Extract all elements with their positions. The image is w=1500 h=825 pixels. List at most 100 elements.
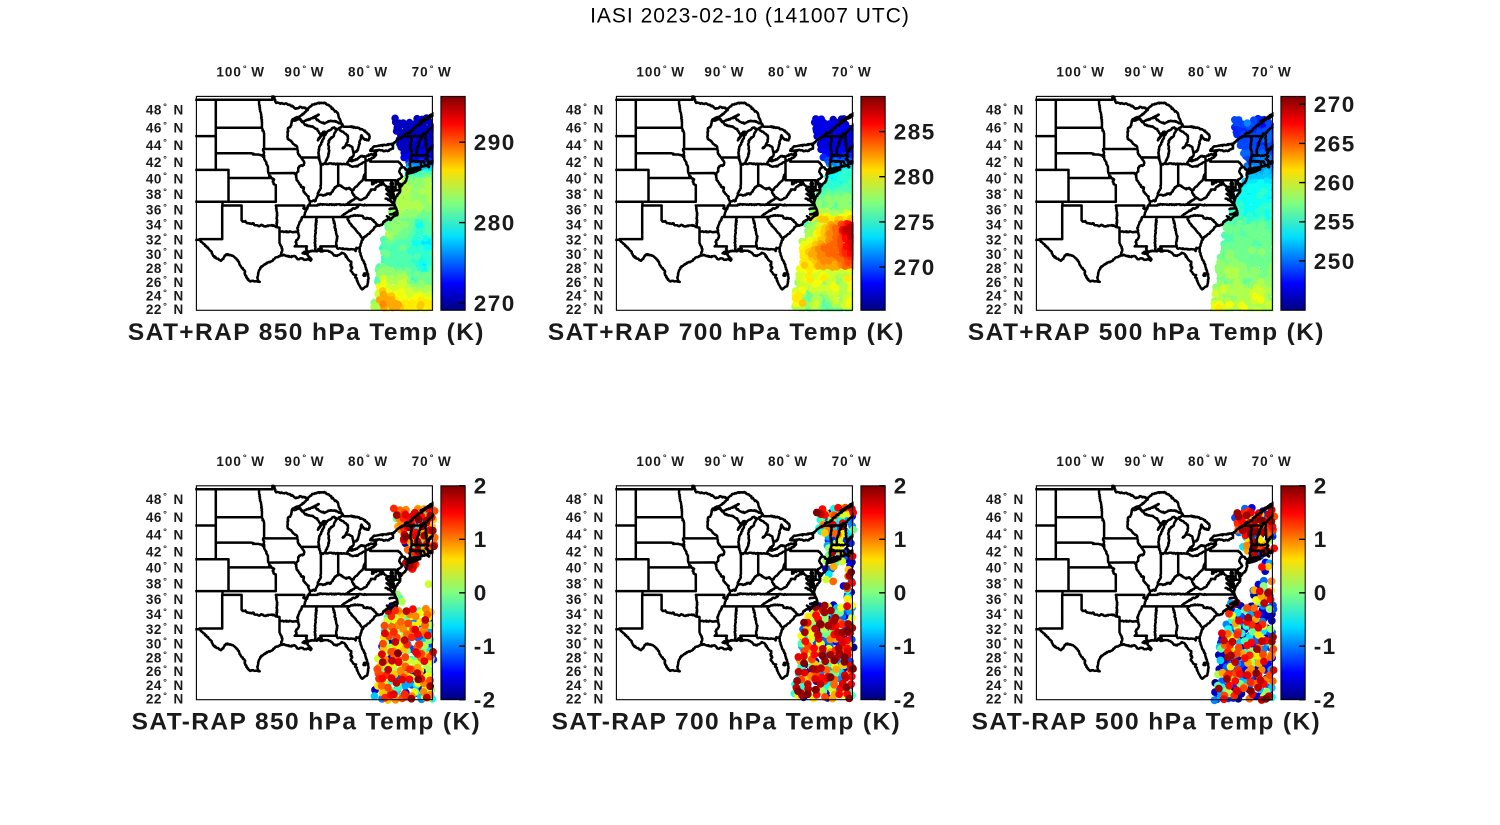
svg-text:36°N: 36° N	[146, 591, 184, 607]
svg-text:32°N: 32° N	[986, 232, 1024, 248]
svg-text:30°N: 30° N	[986, 246, 1024, 262]
svg-text:70°W: 70° W	[1252, 63, 1292, 79]
svg-text:34°N: 34° N	[986, 217, 1024, 233]
svg-text:42°N: 42° N	[146, 154, 184, 170]
svg-text:70°W: 70° W	[412, 63, 452, 79]
svg-text:36°N: 36° N	[566, 591, 604, 607]
svg-text:46°N: 46° N	[566, 120, 604, 136]
svg-text:46°N: 46° N	[146, 120, 184, 136]
svg-text:22°N: 22° N	[146, 691, 184, 707]
svg-text:22°N: 22° N	[986, 301, 1024, 317]
svg-text:70°W: 70° W	[1252, 453, 1292, 469]
svg-text:34°N: 34° N	[146, 606, 184, 622]
svg-text:260: 260	[1314, 171, 1356, 196]
svg-text:80°W: 80° W	[348, 453, 388, 469]
svg-text:100°W: 100° W	[636, 63, 685, 79]
svg-text:30°N: 30° N	[566, 636, 604, 652]
svg-text:0: 0	[894, 581, 908, 606]
svg-text:70°W: 70° W	[832, 453, 872, 469]
svg-text:-2: -2	[1314, 688, 1337, 713]
svg-text:38°N: 38° N	[986, 186, 1024, 202]
svg-text:0: 0	[1314, 581, 1328, 606]
svg-text:38°N: 38° N	[986, 576, 1024, 592]
svg-text:26°N: 26° N	[566, 274, 604, 290]
svg-text:46°N: 46° N	[566, 509, 604, 525]
svg-text:48°N: 48° N	[566, 102, 604, 118]
svg-text:36°N: 36° N	[986, 591, 1024, 607]
svg-text:24°N: 24° N	[986, 677, 1024, 693]
svg-text:22°N: 22° N	[986, 691, 1024, 707]
svg-text:40°N: 40° N	[566, 171, 604, 187]
svg-text:40°N: 40° N	[146, 560, 184, 576]
svg-text:32°N: 32° N	[986, 621, 1024, 637]
svg-text:90°W: 90° W	[1124, 63, 1164, 79]
svg-text:32°N: 32° N	[566, 621, 604, 637]
svg-text:2: 2	[474, 474, 488, 499]
svg-text:90°W: 90° W	[284, 453, 324, 469]
svg-text:28°N: 28° N	[146, 260, 184, 276]
svg-text:32°N: 32° N	[566, 232, 604, 248]
svg-text:36°N: 36° N	[986, 202, 1024, 218]
svg-text:36°N: 36° N	[566, 202, 604, 218]
svg-text:48°N: 48° N	[146, 491, 184, 507]
svg-text:26°N: 26° N	[566, 663, 604, 679]
svg-text:44°N: 44° N	[566, 137, 604, 153]
svg-text:26°N: 26° N	[986, 663, 1024, 679]
svg-text:28°N: 28° N	[146, 650, 184, 666]
svg-text:100°W: 100° W	[636, 453, 685, 469]
svg-text:-1: -1	[474, 634, 497, 659]
svg-text:38°N: 38° N	[146, 186, 184, 202]
svg-text:34°N: 34° N	[566, 606, 604, 622]
svg-text:1: 1	[894, 527, 908, 552]
svg-text:70°W: 70° W	[832, 63, 872, 79]
svg-text:80°W: 80° W	[348, 63, 388, 79]
svg-text:90°W: 90° W	[1124, 453, 1164, 469]
svg-text:1: 1	[1314, 527, 1328, 552]
svg-text:34°N: 34° N	[146, 217, 184, 233]
svg-text:40°N: 40° N	[566, 560, 604, 576]
svg-text:270: 270	[894, 255, 936, 280]
svg-text:48°N: 48° N	[986, 102, 1024, 118]
svg-text:42°N: 42° N	[566, 544, 604, 560]
svg-text:SAT-RAP 700 hPa Temp (K): SAT-RAP 700 hPa Temp (K)	[552, 709, 901, 736]
svg-text:42°N: 42° N	[566, 154, 604, 170]
svg-text:30°N: 30° N	[146, 246, 184, 262]
svg-text:100°W: 100° W	[216, 453, 265, 469]
svg-text:34°N: 34° N	[986, 606, 1024, 622]
svg-text:280: 280	[474, 211, 516, 236]
svg-text:44°N: 44° N	[146, 137, 184, 153]
svg-text:80°W: 80° W	[768, 453, 808, 469]
svg-text:42°N: 42° N	[986, 544, 1024, 560]
svg-text:44°N: 44° N	[986, 137, 1024, 153]
svg-text:270: 270	[474, 291, 516, 316]
svg-text:285: 285	[894, 120, 936, 145]
svg-text:0: 0	[474, 581, 488, 606]
svg-text:SAT+RAP 700 hPa Temp (K): SAT+RAP 700 hPa Temp (K)	[548, 319, 905, 346]
svg-text:36°N: 36° N	[146, 202, 184, 218]
svg-text:24°N: 24° N	[566, 677, 604, 693]
svg-text:42°N: 42° N	[146, 544, 184, 560]
svg-text:48°N: 48° N	[566, 491, 604, 507]
svg-text:38°N: 38° N	[566, 576, 604, 592]
svg-text:28°N: 28° N	[566, 650, 604, 666]
svg-text:-2: -2	[894, 688, 917, 713]
svg-text:80°W: 80° W	[768, 63, 808, 79]
svg-text:48°N: 48° N	[986, 491, 1024, 507]
svg-text:-1: -1	[894, 634, 917, 659]
svg-text:22°N: 22° N	[566, 691, 604, 707]
svg-text:1: 1	[474, 527, 488, 552]
svg-text:26°N: 26° N	[986, 274, 1024, 290]
svg-text:80°W: 80° W	[1188, 63, 1228, 79]
svg-text:280: 280	[894, 165, 936, 190]
svg-text:38°N: 38° N	[146, 576, 184, 592]
svg-text:250: 250	[1314, 249, 1356, 274]
svg-text:46°N: 46° N	[146, 509, 184, 525]
svg-text:40°N: 40° N	[146, 171, 184, 187]
svg-text:SAT+RAP 500 hPa Temp (K): SAT+RAP 500 hPa Temp (K)	[968, 319, 1325, 346]
svg-text:40°N: 40° N	[986, 171, 1024, 187]
svg-text:-2: -2	[474, 688, 497, 713]
svg-text:46°N: 46° N	[986, 509, 1024, 525]
svg-text:22°N: 22° N	[146, 301, 184, 317]
svg-text:270: 270	[1314, 92, 1356, 117]
svg-text:SAT+RAP 850 hPa Temp (K): SAT+RAP 850 hPa Temp (K)	[128, 319, 485, 346]
